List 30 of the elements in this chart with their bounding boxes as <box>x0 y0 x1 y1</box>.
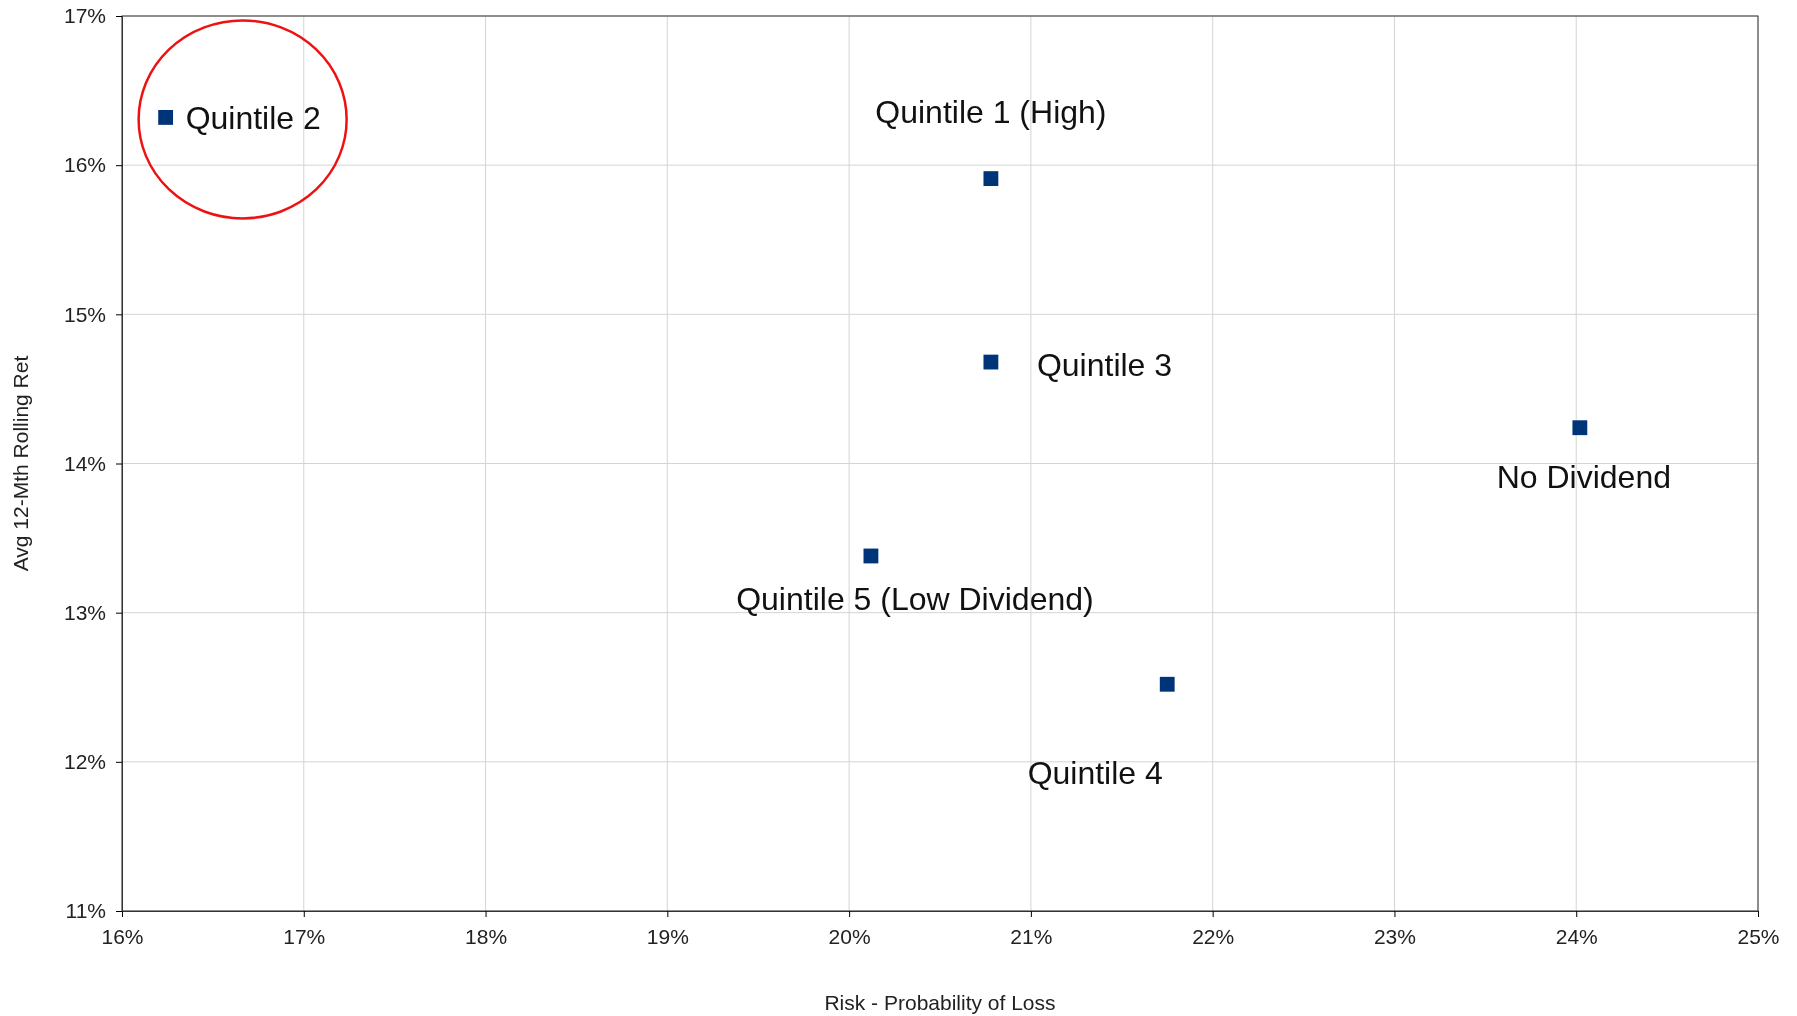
series-label: No Dividend <box>1496 458 1672 495</box>
point <box>1159 676 1175 692</box>
x-tick-label: 24% <box>1555 924 1598 948</box>
x-tick-label: 23% <box>1373 924 1416 948</box>
y-tick-label: 15% <box>63 302 106 326</box>
point <box>983 171 999 187</box>
x-tick-label: 20% <box>828 924 871 948</box>
y-tick-label: 13% <box>63 600 106 624</box>
series-label: Quintile 5 (Low Dividend) <box>736 580 1094 617</box>
y-tick-label: 12% <box>63 750 106 774</box>
point <box>158 110 174 125</box>
x-tick-label: 16% <box>101 924 144 948</box>
y-axis-title: Avg 12-Mth Rolling Ret <box>9 355 32 572</box>
point <box>983 354 999 370</box>
x-tick-label: 21% <box>1010 924 1053 948</box>
x-axis-title: Risk - Probability of Loss <box>824 991 1056 1014</box>
point <box>1572 420 1588 436</box>
y-tick-label: 11% <box>65 899 106 923</box>
series-label: Quintile 3 <box>1036 347 1173 384</box>
series-label: Quintile 1 (High) <box>875 93 1107 130</box>
series-label: Quintile 2 <box>185 100 321 137</box>
y-tick-label: 17% <box>63 4 106 28</box>
series-label: Quintile 4 <box>1027 755 1163 792</box>
y-tick-label: 14% <box>63 451 106 475</box>
x-tick-label: 17% <box>283 924 326 948</box>
x-tick-label: 19% <box>646 924 689 948</box>
x-tick-label: 18% <box>465 924 508 948</box>
x-tick-label: 25% <box>1737 924 1780 948</box>
x-tick-label: 22% <box>1192 924 1235 948</box>
y-tick-label: 16% <box>63 153 106 177</box>
